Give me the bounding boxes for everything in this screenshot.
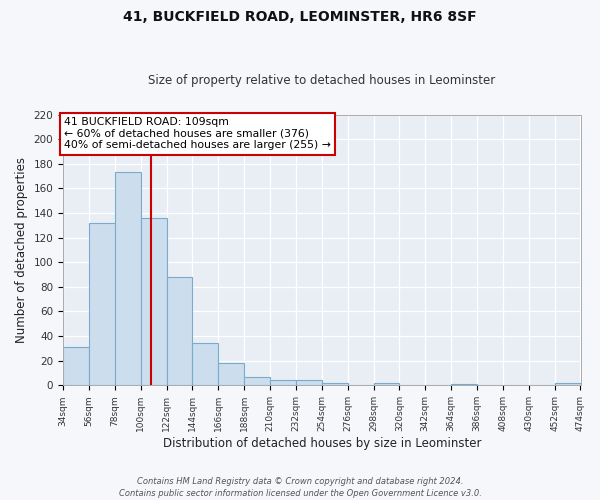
Bar bbox=[554, 383, 581, 386]
Bar bbox=[193, 344, 218, 386]
Bar bbox=[167, 277, 193, 386]
Bar bbox=[244, 376, 270, 386]
Bar bbox=[63, 347, 89, 386]
Text: 41, BUCKFIELD ROAD, LEOMINSTER, HR6 8SF: 41, BUCKFIELD ROAD, LEOMINSTER, HR6 8SF bbox=[123, 10, 477, 24]
Bar bbox=[374, 383, 400, 386]
Text: 41 BUCKFIELD ROAD: 109sqm
← 60% of detached houses are smaller (376)
40% of semi: 41 BUCKFIELD ROAD: 109sqm ← 60% of detac… bbox=[64, 117, 331, 150]
Bar bbox=[115, 172, 140, 386]
Text: Contains HM Land Registry data © Crown copyright and database right 2024.
Contai: Contains HM Land Registry data © Crown c… bbox=[119, 476, 481, 498]
Bar bbox=[296, 380, 322, 386]
Bar bbox=[140, 218, 167, 386]
Title: Size of property relative to detached houses in Leominster: Size of property relative to detached ho… bbox=[148, 74, 496, 87]
Bar bbox=[218, 363, 244, 386]
Bar bbox=[270, 380, 296, 386]
Y-axis label: Number of detached properties: Number of detached properties bbox=[15, 157, 28, 343]
Bar bbox=[451, 384, 477, 386]
Bar bbox=[322, 383, 347, 386]
Bar bbox=[89, 223, 115, 386]
X-axis label: Distribution of detached houses by size in Leominster: Distribution of detached houses by size … bbox=[163, 437, 481, 450]
